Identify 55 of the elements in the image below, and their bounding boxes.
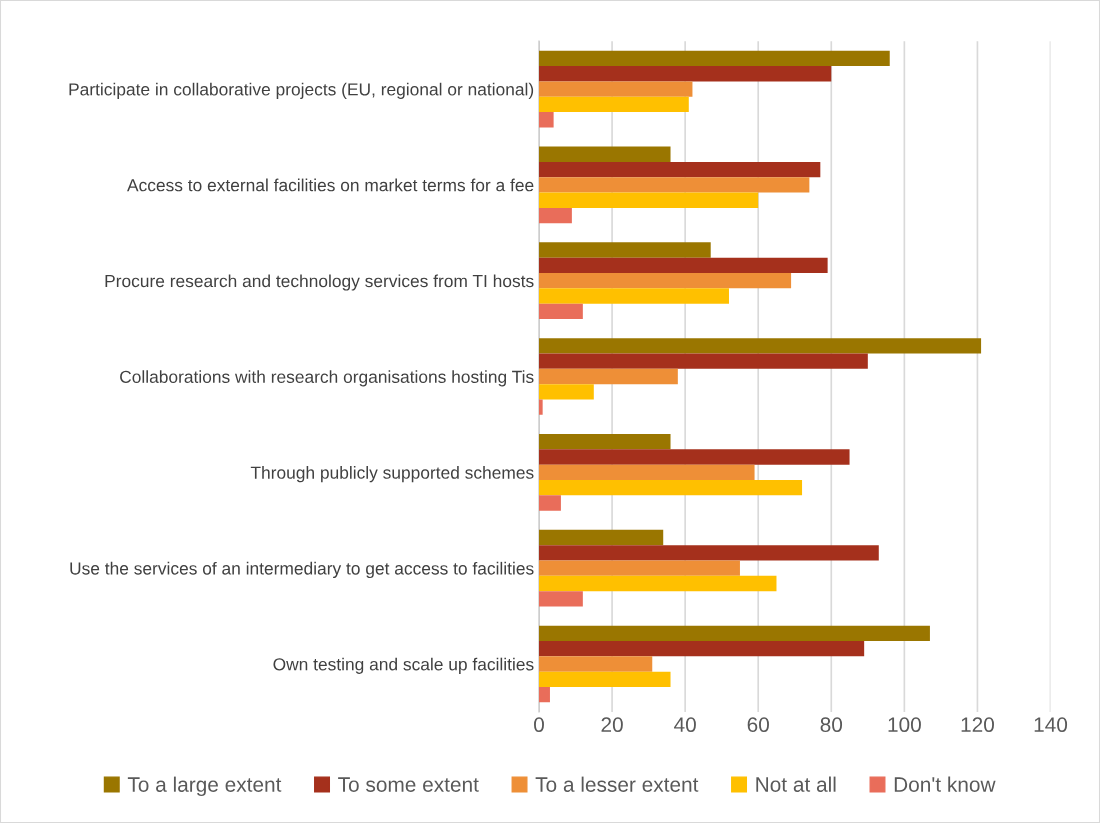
y-tick-label: Participate in collaborative projects (EU, regional or national) [69, 82, 534, 99]
bar [539, 495, 561, 511]
bar [539, 575, 777, 592]
legend-label: To a large extent [127, 776, 282, 797]
bar [539, 545, 879, 561]
bar [539, 81, 693, 97]
y-tick-label: Through publicly supported schemes [250, 466, 534, 483]
bar [539, 384, 594, 400]
y-tick-label: Use the services of an intermediary to get access to facilities [70, 561, 534, 579]
bar [539, 338, 982, 354]
legend-label: To a lesser extent [535, 776, 699, 792]
bar [539, 112, 554, 128]
bar [539, 464, 755, 481]
bar [539, 449, 850, 465]
bar [539, 353, 868, 369]
y-tick-label: Collaborations with research organisations hosting Tis [120, 370, 534, 387]
legend-label: Don't know [894, 776, 996, 792]
bar [539, 273, 792, 289]
bar [539, 207, 572, 224]
bar [539, 257, 828, 274]
bar [539, 625, 930, 641]
legend-label: Not at all [756, 776, 836, 792]
bar [539, 480, 803, 496]
y-tick-label: Procure research and technology services from TI hosts [105, 274, 534, 291]
bar [539, 640, 865, 657]
bar [539, 146, 671, 162]
x-tick-label: 120 [961, 717, 994, 733]
x-tick-label: 0 [534, 717, 544, 733]
bar [539, 303, 583, 320]
bar [539, 656, 653, 672]
bar [539, 242, 711, 258]
x-tick-label: 100 [888, 717, 921, 733]
bar [539, 50, 890, 67]
bar [539, 529, 664, 546]
x-tick-label: 80 [820, 717, 843, 733]
y-tick-label: Own testing and scale up facilities [273, 657, 534, 674]
bar [539, 177, 810, 193]
bar [539, 161, 821, 178]
bar [539, 368, 678, 385]
y-tick-label: Access to external facilities on market terms for a fee [127, 178, 534, 192]
bar [539, 591, 583, 607]
x-tick-label: 40 [674, 717, 696, 733]
legend-label: To some extent [338, 777, 479, 792]
bar [539, 399, 543, 415]
bar [539, 560, 740, 576]
bar [539, 671, 671, 687]
bar [539, 288, 729, 304]
bar [539, 192, 759, 208]
x-tick-label: 60 [747, 717, 769, 733]
bar [539, 96, 689, 113]
x-tick-label: 20 [601, 717, 623, 733]
bar [539, 686, 550, 703]
x-tick-label: 140 [1034, 717, 1068, 733]
bar [539, 66, 832, 82]
bar [539, 434, 671, 450]
